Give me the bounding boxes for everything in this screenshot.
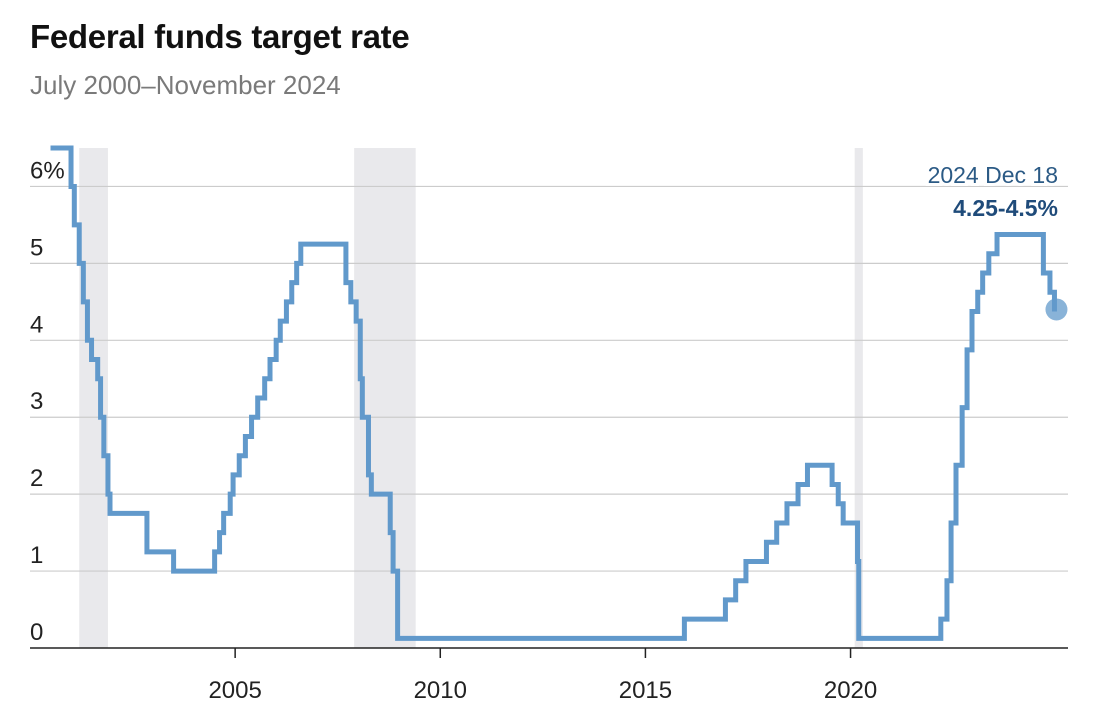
- series-line-0: [50, 145, 1057, 641]
- x-tick-label-2020: 2020: [824, 677, 877, 704]
- chart-subtitle: July 2000–November 2024: [30, 70, 341, 100]
- gridlines: [30, 185, 1068, 572]
- x-axis-ticks: 2005 2010 2015 2020: [208, 648, 877, 704]
- x-tick-label-2015: 2015: [619, 677, 672, 704]
- chart-title: Federal funds target rate: [30, 18, 410, 55]
- y-axis-ticks: 6% 5 4 3 2 1 0: [30, 157, 65, 646]
- annotation-value: 4.25-4.5%: [953, 195, 1058, 221]
- y-tick-label-4: 4: [30, 311, 43, 338]
- series-end-marker: [1045, 298, 1068, 321]
- x-tick-label-2005: 2005: [208, 677, 261, 704]
- x-tick-label-2010: 2010: [414, 677, 467, 704]
- recession-bands: [79, 148, 863, 648]
- recession-band-2: [854, 148, 863, 648]
- y-tick-label-5: 5: [30, 234, 43, 261]
- y-tick-label-3: 3: [30, 388, 43, 415]
- end-annotation: 2024 Dec 18 4.25-4.5%: [925, 159, 1061, 224]
- y-tick-label-1: 1: [30, 542, 43, 569]
- y-tick-label-2: 2: [30, 465, 43, 492]
- recession-band-0: [79, 148, 108, 648]
- y-tick-label-0: 0: [30, 619, 43, 646]
- y-tick-label-6: 6%: [30, 157, 65, 184]
- annotation-date: 2024 Dec 18: [928, 162, 1058, 188]
- series-lines: [50, 145, 1068, 641]
